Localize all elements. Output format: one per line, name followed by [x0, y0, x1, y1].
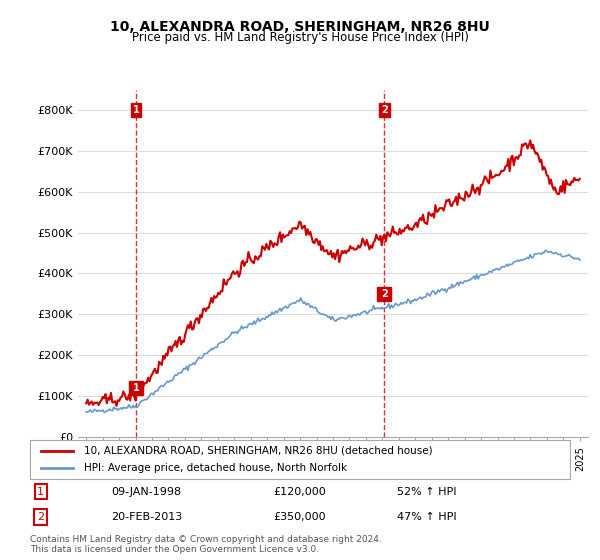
- Text: 1: 1: [133, 383, 139, 393]
- Text: 2: 2: [381, 289, 388, 299]
- Text: £350,000: £350,000: [273, 512, 326, 522]
- Text: 1: 1: [37, 487, 44, 497]
- Text: HPI: Average price, detached house, North Norfolk: HPI: Average price, detached house, Nort…: [84, 463, 347, 473]
- Text: 52% ↑ HPI: 52% ↑ HPI: [397, 487, 457, 497]
- Text: 1: 1: [133, 105, 139, 115]
- Text: 47% ↑ HPI: 47% ↑ HPI: [397, 512, 457, 522]
- Text: Contains HM Land Registry data © Crown copyright and database right 2024.
This d: Contains HM Land Registry data © Crown c…: [30, 535, 382, 554]
- Text: 2: 2: [381, 105, 388, 115]
- Text: 10, ALEXANDRA ROAD, SHERINGHAM, NR26 8HU (detached house): 10, ALEXANDRA ROAD, SHERINGHAM, NR26 8HU…: [84, 446, 433, 456]
- Text: 10, ALEXANDRA ROAD, SHERINGHAM, NR26 8HU: 10, ALEXANDRA ROAD, SHERINGHAM, NR26 8HU: [110, 20, 490, 34]
- Text: 09-JAN-1998: 09-JAN-1998: [111, 487, 181, 497]
- Text: 20-FEB-2013: 20-FEB-2013: [111, 512, 182, 522]
- Text: £120,000: £120,000: [273, 487, 326, 497]
- Text: 2: 2: [37, 512, 44, 522]
- Text: Price paid vs. HM Land Registry's House Price Index (HPI): Price paid vs. HM Land Registry's House …: [131, 31, 469, 44]
